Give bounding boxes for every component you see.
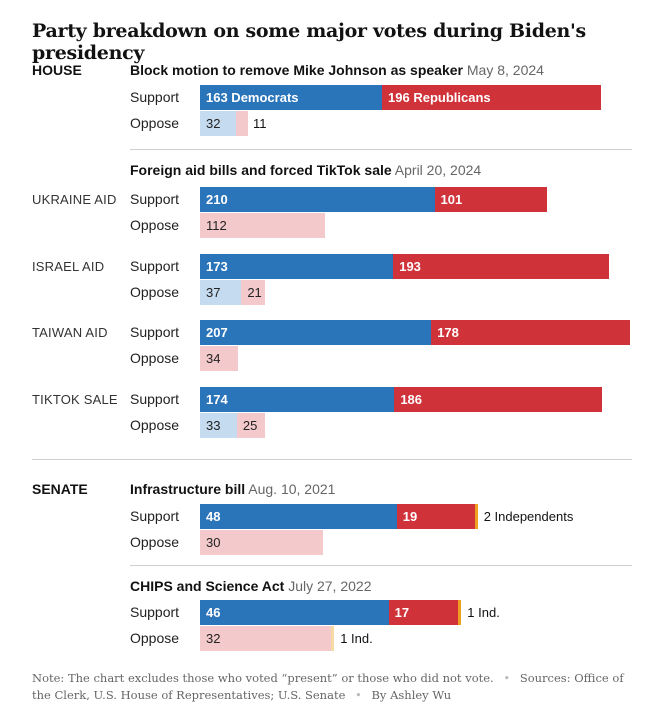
footer-byline: By Ashley Wu — [371, 688, 452, 702]
democrat-support-bar: 48 — [200, 504, 397, 529]
democrat-oppose-bar: 33 — [200, 413, 237, 438]
support-row-label: Support — [130, 391, 180, 407]
infrastructure-date: Aug. 10, 2021 — [248, 481, 336, 497]
infrastructure-title: Infrastructure bill Aug. 10, 2021 — [130, 481, 335, 497]
republican-oppose-label: 11 — [253, 116, 267, 131]
democrat-support-bar: 210 — [200, 187, 435, 212]
oppose-row-label: Oppose — [130, 630, 180, 646]
support-row-label: Support — [130, 191, 180, 207]
bill-label: ISRAEL AID — [32, 259, 105, 274]
oppose-row-label: Oppose — [130, 115, 180, 131]
republican-oppose-bar: 30 — [200, 530, 323, 555]
house-label: HOUSE — [32, 62, 82, 78]
support-row-label: Support — [130, 324, 180, 340]
democrat-support-bar: 174 — [200, 387, 395, 412]
independent-support-bar — [458, 600, 462, 625]
independent-support-label: 1 Ind. — [467, 605, 500, 620]
foreign-aid-date: April 20, 2024 — [394, 162, 482, 178]
footer-sources: Sources: Office of the Clerk, U.S. House… — [32, 671, 624, 702]
republican-support-bar: 196 Republicans — [382, 85, 601, 110]
democrat-oppose-bar: 37 — [200, 280, 242, 305]
chart-title: Party breakdown on some major votes duri… — [32, 20, 586, 64]
foreign-aid-name: Foreign aid bills and forced TikTok sale — [130, 162, 392, 178]
bill-label: TIKTOK SALE — [32, 392, 118, 407]
footer-separator: • — [503, 671, 511, 685]
republican-support-bar: 17 — [388, 600, 459, 625]
support-row-label: Support — [130, 89, 180, 105]
chips-title: CHIPS and Science Act July 27, 2022 — [130, 578, 372, 594]
democrat-support-bar: 173 — [200, 254, 394, 279]
foreign-aid-title: Foreign aid bills and forced TikTok sale… — [130, 162, 481, 178]
oppose-row-label: Oppose — [130, 417, 180, 433]
republican-oppose-bar: 21 — [241, 280, 265, 305]
johnson-vote-name: Block motion to remove Mike Johnson as s… — [130, 62, 463, 78]
infrastructure-name: Infrastructure bill — [130, 481, 246, 497]
republican-oppose-bar: 32 — [200, 626, 332, 651]
oppose-row-label: Oppose — [130, 350, 180, 366]
independent-oppose-bar — [331, 626, 335, 651]
democrat-support-bar: 163 Democrats — [200, 85, 383, 110]
republican-support-bar: 186 — [394, 387, 603, 412]
democrat-support-bar: 207 — [200, 320, 432, 345]
republican-support-bar: 19 — [396, 504, 475, 529]
support-row-label: Support — [130, 508, 180, 524]
republican-oppose-bar: 25 — [236, 413, 265, 438]
republican-support-bar: 193 — [393, 254, 609, 279]
bill-label: TAIWAN AID — [32, 325, 108, 340]
democrat-oppose-bar: 32 — [200, 111, 236, 136]
independent-support-bar — [474, 504, 478, 529]
independent-support-label: 2 Independents — [483, 509, 574, 524]
oppose-row-label: Oppose — [130, 217, 180, 233]
bill-label: UKRAINE AID — [32, 192, 117, 207]
chart-footer: Note: The chart excludes those who voted… — [32, 670, 632, 704]
oppose-row-label: Oppose — [130, 284, 180, 300]
democrat-support-bar: 46 — [200, 600, 389, 625]
independent-oppose-label: 1 Ind. — [340, 631, 373, 646]
republican-oppose-bar: 112 — [200, 213, 326, 238]
section-divider — [130, 149, 632, 150]
support-row-label: Support — [130, 604, 180, 620]
chamber-divider — [32, 459, 632, 460]
senate-label: SENATE — [32, 481, 88, 497]
support-row-label: Support — [130, 258, 180, 274]
chips-name: CHIPS and Science Act — [130, 578, 285, 594]
republican-support-bar: 101 — [434, 187, 548, 212]
oppose-row-label: Oppose — [130, 534, 180, 550]
chips-date: July 27, 2022 — [288, 578, 372, 594]
republican-oppose-bar: 34 — [200, 346, 238, 371]
johnson-vote-date: May 8, 2024 — [466, 62, 544, 78]
footer-separator: • — [355, 688, 362, 702]
republican-oppose-bar — [235, 111, 249, 136]
republican-support-bar: 178 — [431, 320, 630, 345]
johnson-vote-title: Block motion to remove Mike Johnson as s… — [130, 62, 544, 78]
section-divider — [130, 565, 632, 566]
footer-note: Note: The chart excludes those who voted… — [32, 671, 494, 685]
